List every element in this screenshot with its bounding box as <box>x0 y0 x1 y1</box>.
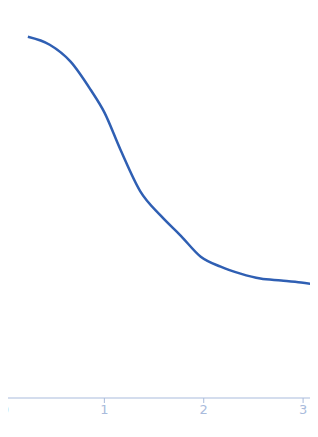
svg-text:1: 1 <box>100 402 108 417</box>
svg-text:0: 0 <box>8 402 9 417</box>
svg-text:2: 2 <box>200 402 208 417</box>
svg-text:3: 3 <box>299 402 307 417</box>
